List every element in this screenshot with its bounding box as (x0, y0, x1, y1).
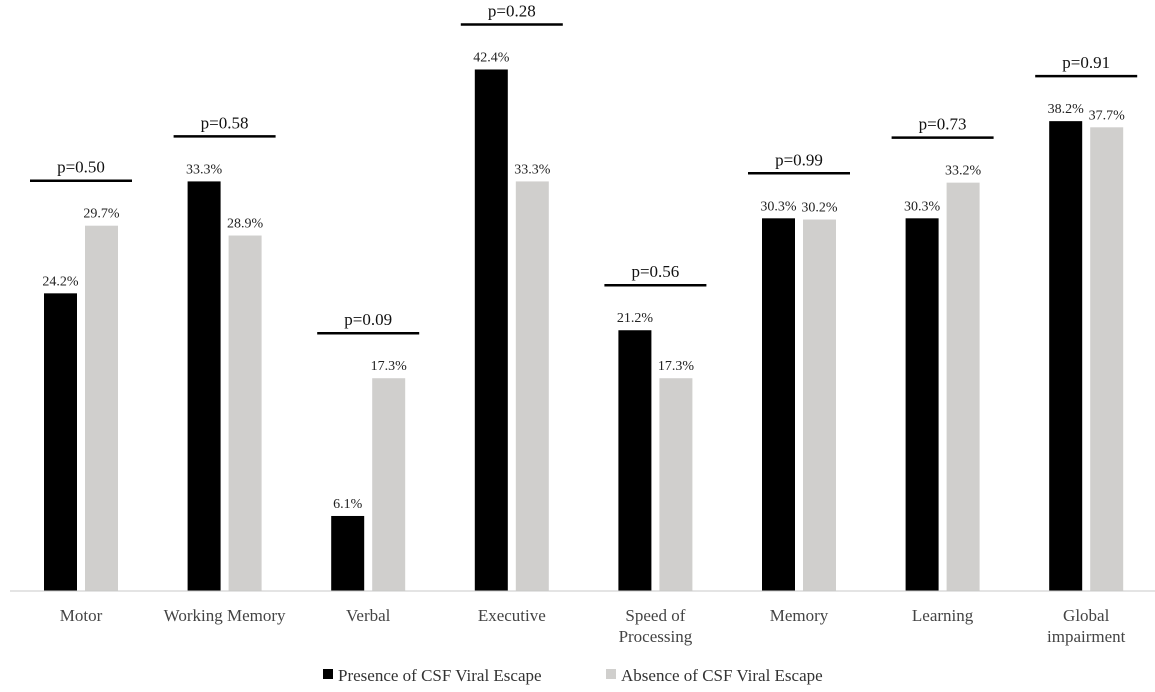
data-label-absence-2: 17.3% (371, 359, 408, 374)
bar-presence-1 (187, 181, 221, 591)
category-label-2: Verbal (346, 606, 391, 625)
p-value-label-4: p=0.56 (631, 262, 679, 281)
p-value-label-5: p=0.99 (775, 150, 823, 169)
data-label-absence-1: 28.9% (227, 217, 264, 232)
bar-presence-2 (331, 515, 365, 591)
category-label-4-line-0: Speed of (625, 606, 685, 625)
p-value-label-0: p=0.50 (57, 158, 105, 177)
bar-absence-5 (803, 219, 836, 592)
data-label-presence-0: 24.2% (42, 274, 79, 289)
data-label-absence-4: 17.3% (658, 359, 695, 374)
category-label-7-line-1: impairment (1047, 627, 1126, 646)
bar-absence-3 (515, 181, 549, 591)
category-label-1: Working Memory (164, 606, 286, 625)
legend-swatch-presence (323, 669, 333, 679)
data-label-absence-7: 37.7% (1089, 108, 1126, 123)
bar-presence-5 (762, 218, 795, 591)
data-label-absence-0: 29.7% (83, 207, 120, 222)
category-label-3: Executive (478, 606, 546, 625)
plot-area: 24.2% 29.7% p=0.50 Motor 33.3% 28.9% p=0.58 Wor… (30, 1, 1138, 646)
bar-presence-6 (905, 218, 939, 591)
bar-absence-0 (85, 225, 118, 591)
p-value-label-1: p=0.58 (201, 113, 249, 132)
p-value-label-2: p=0.09 (344, 310, 392, 329)
bar-presence-0 (44, 293, 77, 591)
category-label-4-line-1: Processing (619, 627, 693, 646)
legend: Presence of CSF Viral Escape Absence of … (323, 666, 823, 685)
data-label-presence-5: 30.3% (760, 199, 797, 214)
p-value-label-7: p=0.91 (1062, 53, 1110, 72)
category-label-5: Memory (770, 606, 829, 625)
legend-label-presence: Presence of CSF Viral Escape (338, 666, 542, 685)
category-label-0: Motor (60, 606, 103, 625)
p-value-label-6: p=0.73 (919, 115, 967, 134)
bar-absence-2 (372, 378, 406, 591)
data-label-presence-1: 33.3% (186, 162, 223, 177)
legend-label-absence: Absence of CSF Viral Escape (621, 666, 823, 685)
bar-absence-6 (946, 182, 980, 591)
bar-absence-4 (659, 378, 693, 591)
legend-swatch-absence (606, 669, 616, 679)
data-label-absence-5: 30.2% (801, 201, 838, 216)
bar-absence-1 (228, 235, 262, 591)
bar-presence-3 (474, 69, 508, 592)
data-label-presence-6: 30.3% (904, 199, 941, 214)
data-label-presence-3: 42.4% (473, 50, 510, 65)
category-label-6: Learning (912, 606, 974, 625)
p-value-label-3: p=0.28 (488, 1, 536, 20)
bar-presence-4 (618, 330, 652, 591)
data-label-absence-6: 33.2% (945, 164, 982, 179)
category-label-7-line-0: Global (1063, 606, 1110, 625)
bar-presence-7 (1049, 121, 1083, 591)
bar-absence-7 (1090, 127, 1124, 591)
data-label-absence-3: 33.3% (514, 162, 551, 177)
data-label-presence-2: 6.1% (333, 497, 363, 512)
data-label-presence-7: 38.2% (1048, 102, 1085, 117)
data-label-presence-4: 21.2% (617, 311, 654, 326)
